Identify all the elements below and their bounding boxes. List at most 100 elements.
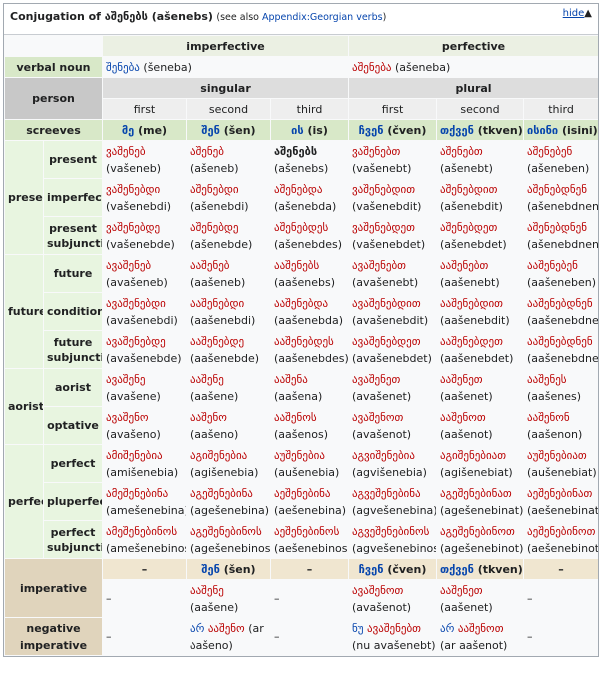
form-lat: (amešenebinos) (106, 541, 186, 555)
form-ka[interactable]: ვაშენებდეთ (352, 220, 415, 234)
form-lat: (aašenebde) (190, 351, 260, 365)
form-ka[interactable]: აეშენებინოს (274, 524, 340, 538)
form-ka[interactable]: აეშენებინათ (527, 486, 593, 500)
hide-link[interactable]: hide (562, 8, 585, 19)
form-ka[interactable]: ააშენონ (527, 410, 570, 424)
form-lat: (agešenebina) (190, 503, 270, 517)
form-ka[interactable]: აშენებდეთ (440, 220, 498, 234)
form-ka[interactable]: ააშენებდნენ (527, 334, 593, 348)
form-ka[interactable]: ვაშენებთ (352, 144, 401, 158)
form-ka[interactable]: აგიშენებია (190, 448, 248, 462)
form-ka[interactable]: ვაშენებ (106, 144, 146, 158)
form-ka[interactable]: ავაშენო (106, 410, 149, 424)
neg-particle-link[interactable]: არ (440, 621, 455, 635)
form-ka[interactable]: ავაშენებდი (106, 296, 166, 310)
form-ka[interactable]: ააშენეთ (440, 583, 483, 597)
form-ka[interactable]: ააშენებდი (190, 296, 245, 310)
form-cell: აშენებდით (ašenebdit) (437, 179, 524, 216)
form-ka[interactable]: აშენებდეს (274, 220, 329, 234)
form-ka[interactable]: ავაშენებთ (367, 621, 421, 635)
form-ka[interactable]: ააშენო (207, 621, 245, 635)
form-lat: (aašenebt) (440, 275, 500, 289)
form-ka[interactable]: ააშენებთ (440, 258, 489, 272)
form-ka[interactable]: ამიშენებია (106, 448, 163, 462)
form-ka[interactable]: აუშენებიათ (527, 448, 587, 462)
form-ka[interactable]: ააშენეს (527, 372, 567, 386)
form-ka[interactable]: ააშენებდით (440, 296, 503, 310)
form-ka[interactable]: აგვეშენებინა (352, 486, 421, 500)
form-ka[interactable]: ააშენებს (274, 258, 320, 272)
form-ka[interactable]: ავაშენებდეთ (352, 334, 421, 348)
form-ka[interactable]: აშენებდნენ (527, 182, 587, 196)
form-ka[interactable]: ვაშენებდი (106, 182, 161, 196)
form-ka[interactable]: ავაშენეთ (352, 372, 401, 386)
form-ka[interactable]: ააშენა (274, 372, 308, 386)
pronoun-link[interactable]: ჩვენ (358, 123, 384, 137)
pronoun-cell: ის (is) (271, 120, 349, 140)
form-ka[interactable]: აშენებენ (527, 144, 573, 158)
form-ka[interactable]: აგვეშენებინოს (352, 524, 430, 538)
form-ka[interactable]: ააშენებენ (527, 258, 578, 272)
form-ka[interactable]: აშენებთ (440, 144, 483, 158)
form-ka[interactable]: აგვიშენებია (352, 448, 415, 462)
form-ka[interactable]: ავაშენე (106, 372, 146, 386)
form-ka[interactable]: აშენებდნენ (527, 220, 587, 234)
pronoun-link[interactable]: ჩვენ (358, 562, 384, 576)
pronoun-link[interactable]: ისინი (527, 123, 559, 137)
form-ka[interactable]: ამეშენებინა (106, 486, 169, 500)
form-ka[interactable]: ვაშენებდე (106, 220, 161, 234)
pronoun-link[interactable]: მე (121, 123, 135, 137)
neg-particle-link[interactable]: ნუ (352, 621, 364, 635)
form-ka[interactable]: ავაშენებდით (352, 296, 421, 310)
pronoun-link[interactable]: თქვენ (440, 123, 474, 137)
verbal-noun-perfective-ka[interactable]: აშენება (352, 60, 392, 74)
verbal-noun-perfective-lat: (ašeneba) (395, 60, 451, 74)
pronoun-link[interactable]: თქვენ (440, 562, 474, 576)
form-ka[interactable]: ააშენებ (190, 258, 230, 272)
form-lat: (aašenebdnen) (527, 313, 599, 327)
form-ka[interactable]: აშენებდით (440, 182, 498, 196)
form-ka[interactable]: ააშენოთ (440, 410, 486, 424)
form-ka[interactable]: აგეშენებინოს (190, 524, 262, 538)
form-ka[interactable]: აშენებდე (190, 220, 239, 234)
form-ka[interactable]: ააშენოს (274, 410, 317, 424)
pronoun-link[interactable]: შენ (201, 123, 220, 137)
form-ka[interactable]: ავაშენებთ (352, 258, 406, 272)
form-ka[interactable]: აგიშენებიათ (440, 448, 507, 462)
form-ka[interactable]: ააშენე (190, 583, 224, 597)
form-ka[interactable]: ააშენებდეს (274, 334, 334, 348)
form-ka[interactable]: ააშენებდეთ (440, 334, 503, 348)
form-ka[interactable]: აეშენებინა (274, 486, 331, 500)
form-ka[interactable]: აშენებ (190, 144, 224, 158)
form-ka[interactable]: აშენებდა (274, 182, 323, 196)
form-ka[interactable]: აეშენებინოთ (527, 524, 596, 538)
form-ka[interactable]: ააშენებდე (190, 334, 245, 348)
form-ka[interactable]: ააშენოთ (457, 621, 504, 635)
form-ka[interactable]: ააშენეთ (440, 372, 483, 386)
hide-toggle[interactable]: hide▲ (563, 8, 592, 19)
form-ka[interactable]: ააშენო (190, 410, 227, 424)
pronoun-link[interactable]: ის (291, 123, 304, 137)
form-ka[interactable]: ააშენებდნენ (527, 296, 593, 310)
pronoun-link[interactable]: შენ (201, 562, 220, 576)
form-ka[interactable]: ვაშენებდით (352, 182, 416, 196)
screeve-future-subjunctive: future subjunctive (44, 331, 102, 368)
form-ka[interactable]: ავაშენოთ (352, 583, 404, 597)
form-lat: (aašenes) (527, 389, 582, 403)
verbal-noun-imperfective-ka[interactable]: შენება (106, 60, 140, 74)
collapse-triangle-icon[interactable]: ▲ (584, 8, 592, 19)
form-ka[interactable]: აგეშენებინა (190, 486, 253, 500)
form-ka[interactable]: აგეშენებინოთ (440, 524, 515, 538)
form-ka[interactable]: აგეშენებინათ (440, 486, 512, 500)
form-ka[interactable]: ავაშენოთ (352, 410, 404, 424)
form-ka[interactable]: ავაშენებდე (106, 334, 166, 348)
form-ka[interactable]: აშენებდი (190, 182, 239, 196)
form-ka[interactable]: აუშენებია (274, 448, 325, 462)
appendix-link[interactable]: Appendix:Georgian verbs (262, 12, 383, 23)
neg-particle-link[interactable]: არ (190, 621, 205, 635)
form-ka[interactable]: ამეშენებინოს (106, 524, 178, 538)
form-lat: (avašenebdet) (352, 351, 432, 365)
form-ka[interactable]: ავაშენებ (106, 258, 152, 272)
form-ka[interactable]: ააშენებდა (274, 296, 329, 310)
form-ka[interactable]: ააშენე (190, 372, 224, 386)
